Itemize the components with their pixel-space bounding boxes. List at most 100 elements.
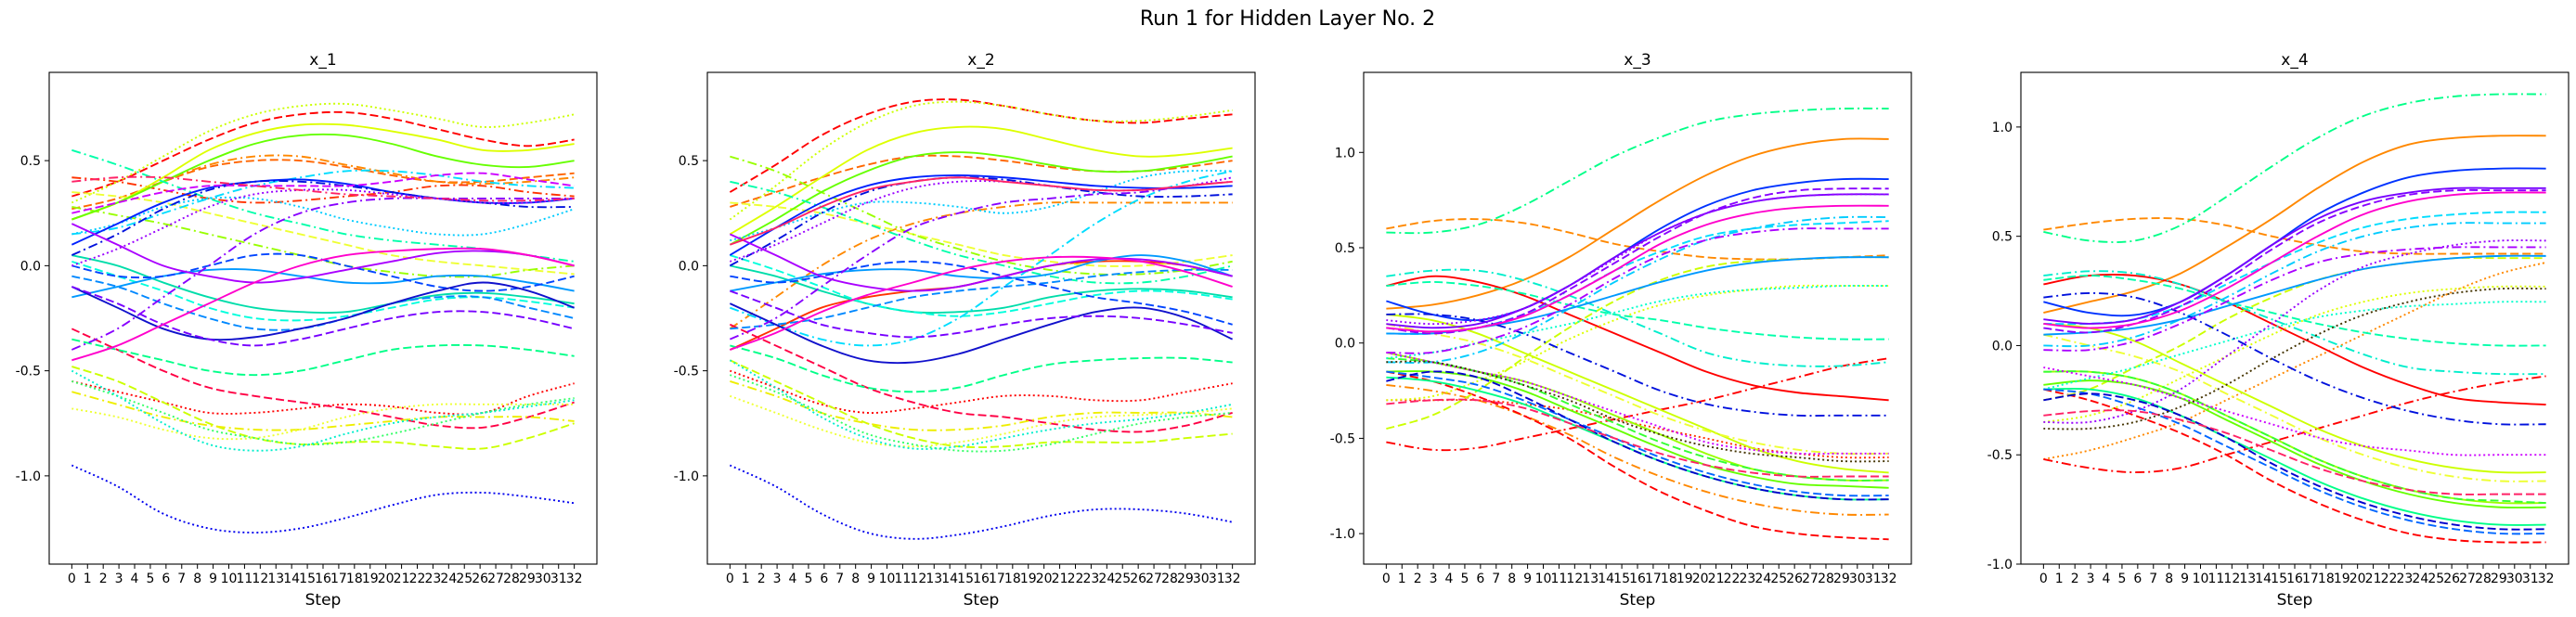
x-tick-label: 11 xyxy=(2208,572,2225,586)
series-line-15 xyxy=(2043,387,2546,526)
x-tick-label: 16 xyxy=(1629,572,1646,586)
x-tick-label: 11 xyxy=(237,572,253,586)
series-line-11 xyxy=(1386,323,1889,456)
x-tick-label: 14 xyxy=(283,572,300,586)
x-tick-label: 30 xyxy=(1193,572,1210,586)
x-tick-label: 6 xyxy=(820,572,828,586)
plot-frame xyxy=(706,71,1256,565)
x-tick-label: 3 xyxy=(2087,572,2095,586)
series-line-1 xyxy=(71,110,575,198)
subplot-title: x_2 xyxy=(967,51,994,70)
x-tick-label: 32 xyxy=(2538,572,2555,586)
series-line-6 xyxy=(1386,357,1889,452)
x-tick-label: 17 xyxy=(1645,572,1662,586)
series-line-15 xyxy=(730,374,1233,453)
x-tick-label: 12 xyxy=(1566,572,1583,586)
y-tick-label: 0.0 xyxy=(1992,339,2013,353)
series-group xyxy=(71,102,575,533)
x-tick-label: 8 xyxy=(193,572,201,586)
y-axis: -1.0 -0.5 0.0 0.5 1.0 xyxy=(1330,146,1364,542)
x-tick-label: 24 xyxy=(1754,572,1771,586)
series-line-8 xyxy=(71,102,575,204)
x-tick-label: 32 xyxy=(566,572,583,586)
x-tick-label: 24 xyxy=(440,572,457,586)
series-line-21 xyxy=(1386,215,1889,364)
series-line-13 xyxy=(1386,370,1889,489)
x-tick-label: 23 xyxy=(1082,572,1099,586)
series-line-19 xyxy=(1386,268,1889,367)
x-axis-label: Step xyxy=(2277,591,2313,610)
series-line-1 xyxy=(729,98,1233,193)
series-line-2 xyxy=(730,369,1233,414)
series-line-31 xyxy=(2043,191,2546,329)
x-tick-label: 13 xyxy=(926,572,942,586)
x-tick-label: 30 xyxy=(535,572,551,586)
series-line-7 xyxy=(2043,322,2546,474)
x-tick-label: 25 xyxy=(456,572,472,586)
x-tick-label: 3 xyxy=(115,572,123,586)
x-axis-label: Step xyxy=(964,591,1000,610)
x-tick-label: 30 xyxy=(2506,572,2523,586)
series-line-32 xyxy=(1386,204,1889,333)
series-line-29 xyxy=(1386,193,1889,326)
x-tick-label: 28 xyxy=(1818,572,1834,586)
x-tick-label: 6 xyxy=(1476,572,1484,586)
x-tick-label: 9 xyxy=(867,572,875,586)
y-tick-label: -0.5 xyxy=(1330,431,1355,446)
y-axis: -1.0 -0.5 0.0 0.5 1.0 xyxy=(1987,121,2021,572)
x-tick-label: 19 xyxy=(1020,572,1037,586)
series-line-30 xyxy=(71,286,575,347)
y-tick-label: 0.0 xyxy=(679,259,699,274)
x-tick-label: 15 xyxy=(1613,572,1630,586)
x-axis: 0 1 2 3 4 5 6 7 8 9 10 11 12 13 14 15 16 17 18 19 20 21 22 23 24… xyxy=(68,564,583,586)
series-line-26 xyxy=(1386,370,1889,501)
x-tick-label: 22 xyxy=(409,572,426,586)
x-tick-label: 20 xyxy=(378,572,395,586)
series-line-21 xyxy=(2043,254,2546,336)
x-tick-label: 4 xyxy=(2103,572,2111,586)
x-tick-label: 25 xyxy=(2427,572,2444,586)
series-line-3 xyxy=(71,176,575,204)
series-line-11 xyxy=(71,191,575,276)
x-tick-label: 23 xyxy=(424,572,441,586)
x-axis: 0 1 2 3 4 5 6 7 8 9 10 11 12 13 14 15 16 17 18 19 20 21 22 23 24… xyxy=(1382,564,1897,586)
x-axis: 0 1 2 3 4 5 6 7 8 9 10 11 12 13 14 15 16 17 18 19 20 21 22 23 24… xyxy=(726,564,1241,586)
series-line-30 xyxy=(2043,366,2546,456)
series-line-2 xyxy=(71,380,575,416)
x-tick-label: 12 xyxy=(910,572,926,586)
series-line-26 xyxy=(729,174,1233,256)
series-line-33 xyxy=(2043,287,2546,431)
x-tick-label: 1 xyxy=(2055,572,2064,586)
series-group xyxy=(729,98,1234,540)
y-tick-label: -1.0 xyxy=(1987,558,2013,572)
x-tick-label: 5 xyxy=(804,572,812,586)
series-line-9 xyxy=(729,125,1233,236)
y-axis: -1.0 -0.5 0.0 0.5 xyxy=(16,154,49,484)
x-tick-label: 1 xyxy=(1398,572,1406,586)
y-tick-label: 1.0 xyxy=(1992,121,2013,135)
x-tick-label: 16 xyxy=(973,572,990,586)
x-tick-label: 13 xyxy=(267,572,284,586)
x-tick-label: 29 xyxy=(1833,572,1850,586)
series-line-4 xyxy=(1386,275,1889,402)
x-tick-label: 18 xyxy=(2318,572,2335,586)
series-line-33 xyxy=(71,223,575,284)
series-line-20 xyxy=(730,254,1233,317)
series-line-1 xyxy=(2043,135,2546,315)
series-line-23 xyxy=(1386,370,1889,497)
series-line-9 xyxy=(71,122,575,221)
x-tick-label: 15 xyxy=(299,572,316,586)
series-line-30 xyxy=(730,289,1233,339)
x-tick-label: 10 xyxy=(879,572,896,586)
x-tick-label: 6 xyxy=(2133,572,2142,586)
x-tick-label: 28 xyxy=(1161,572,1178,586)
x-tick-label: 17 xyxy=(2302,572,2319,586)
series-line-16 xyxy=(71,338,575,377)
series-line-13 xyxy=(2043,370,2546,504)
x-tick-label: 2 xyxy=(2071,572,2079,586)
series-line-24 xyxy=(730,268,1233,330)
x-tick-label: 5 xyxy=(146,572,154,586)
x-tick-label: 27 xyxy=(1146,572,1162,586)
x-tick-label: 8 xyxy=(2165,572,2173,586)
series-line-34 xyxy=(730,255,1233,351)
